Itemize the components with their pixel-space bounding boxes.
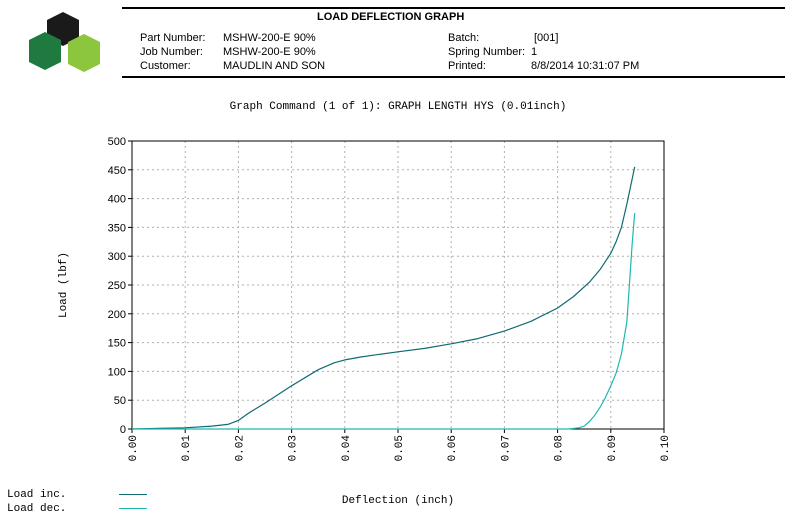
- x-tick-label: 0.01: [181, 435, 193, 462]
- y-tick-label: 200: [108, 309, 126, 321]
- x-tick-label: 0.03: [288, 435, 300, 461]
- legend-line-load-dec: [119, 508, 147, 509]
- printed-label: Printed:: [448, 60, 486, 72]
- x-tick-label: 0.00: [128, 435, 140, 461]
- customer-value: MAUDLIN AND SON: [223, 60, 326, 72]
- y-tick-label: 150: [108, 338, 126, 350]
- y-tick-label: 0: [120, 424, 126, 436]
- x-tick-label: 0.06: [447, 435, 459, 461]
- spring-number-label: Spring Number:: [448, 46, 526, 58]
- part-number-label: Part Number:: [140, 32, 206, 44]
- legend-line-load-inc: [119, 494, 147, 495]
- y-tick-label: 350: [108, 222, 126, 234]
- y-axis-label: Load (lbf): [58, 252, 70, 318]
- chart-title: Graph Command (1 of 1): GRAPH LENGTH HYS…: [229, 101, 567, 113]
- series-line-load-dec: [132, 212, 636, 430]
- company-logo: [29, 12, 100, 72]
- header-bottom-rule: [122, 76, 785, 78]
- part-number-value: MSHW-200-E 90%: [223, 32, 316, 44]
- y-tick-label: 300: [108, 251, 126, 263]
- x-tick-label: 0.09: [607, 435, 619, 461]
- printed-value: 8/8/2014 10:31:07 PM: [531, 60, 640, 72]
- y-tick-label: 500: [108, 136, 126, 148]
- spring-number-value: 1: [531, 46, 538, 58]
- batch-label: Batch:: [448, 32, 480, 44]
- y-tick-label: 100: [108, 366, 126, 378]
- header-top-rule: [122, 7, 785, 9]
- x-tick-label: 0.08: [554, 435, 566, 461]
- x-axis-label: Deflection (inch): [342, 495, 454, 507]
- job-number-value: MSHW-200-E 90%: [223, 46, 316, 58]
- report-title: LOAD DEFLECTION GRAPH: [317, 11, 465, 23]
- legend-label-load-dec: Load dec.: [7, 503, 67, 515]
- x-tick-label: 0.07: [500, 435, 512, 461]
- logo-green-left-hexagon: [29, 32, 61, 70]
- batch-value: [001]: [534, 32, 559, 44]
- legend-label-load-inc: Load inc.: [7, 489, 67, 501]
- x-tick-label: 0.05: [394, 435, 406, 461]
- y-tick-label: 400: [108, 194, 126, 206]
- x-tick-label: 0.10: [660, 435, 672, 461]
- series-line-load-inc: [131, 166, 636, 430]
- customer-label: Customer:: [140, 60, 191, 72]
- y-tick-label: 50: [114, 395, 126, 407]
- job-number-label: Job Number:: [140, 46, 203, 58]
- y-tick-label: 250: [108, 280, 126, 292]
- x-tick-label: 0.02: [234, 435, 246, 461]
- y-tick-label: 450: [108, 165, 126, 177]
- x-tick-label: 0.04: [341, 435, 353, 462]
- logo-green-right-hexagon: [68, 34, 100, 72]
